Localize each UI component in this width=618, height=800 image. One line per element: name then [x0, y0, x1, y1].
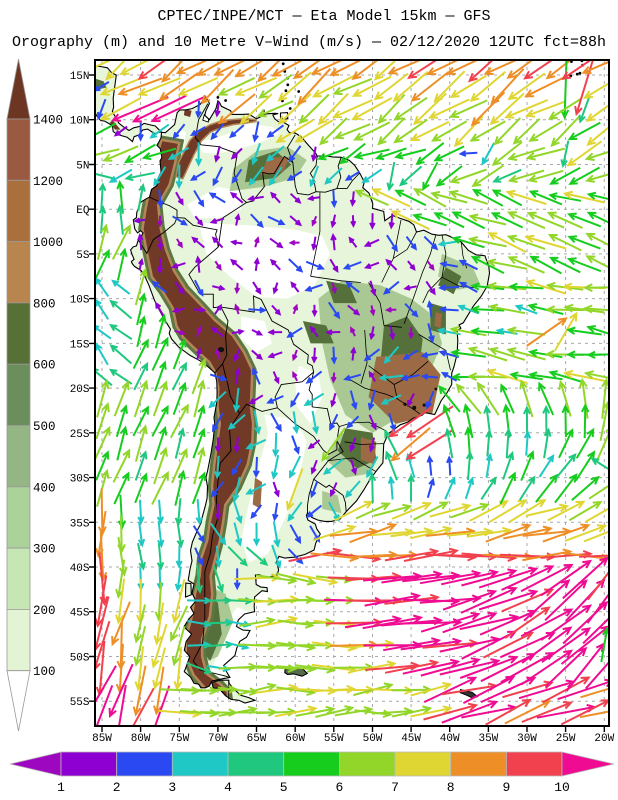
svg-text:70W: 70W — [208, 733, 228, 745]
svg-text:2: 2 — [113, 780, 121, 795]
svg-text:50W: 50W — [363, 733, 383, 745]
svg-text:400: 400 — [33, 481, 56, 495]
svg-text:45S: 45S — [70, 608, 90, 620]
svg-text:30S: 30S — [70, 474, 90, 486]
svg-text:CPTEC/INPE/MCT — Eta Model 15: CPTEC/INPE/MCT — Eta Model 15km — GFS — [157, 8, 490, 25]
svg-text:10: 10 — [554, 780, 570, 795]
svg-text:4: 4 — [224, 780, 232, 795]
svg-text:30W: 30W — [517, 733, 537, 745]
svg-text:9: 9 — [502, 780, 510, 795]
svg-text:15S: 15S — [70, 339, 90, 351]
svg-text:60W: 60W — [285, 733, 305, 745]
svg-text:80W: 80W — [131, 733, 151, 745]
svg-text:45W: 45W — [401, 733, 421, 745]
svg-text:100: 100 — [33, 665, 56, 679]
svg-text:5N: 5N — [76, 161, 89, 173]
svg-text:Orography (m) and 10 Metre V–W: Orography (m) and 10 Metre V–Wind (m/s) … — [12, 34, 606, 51]
svg-text:20S: 20S — [70, 384, 90, 396]
svg-text:5: 5 — [280, 780, 288, 795]
svg-text:300: 300 — [33, 543, 56, 557]
svg-text:25W: 25W — [556, 733, 576, 745]
svg-text:3: 3 — [168, 780, 176, 795]
svg-text:500: 500 — [33, 420, 56, 434]
svg-text:10S: 10S — [70, 295, 90, 307]
svg-text:600: 600 — [33, 359, 56, 373]
svg-text:85W: 85W — [92, 733, 112, 745]
svg-text:5S: 5S — [76, 250, 90, 262]
svg-text:75W: 75W — [169, 733, 189, 745]
svg-text:20W: 20W — [594, 733, 614, 745]
svg-text:1000: 1000 — [33, 236, 63, 250]
svg-text:40S: 40S — [70, 563, 90, 575]
svg-text:55S: 55S — [70, 697, 90, 709]
svg-text:35S: 35S — [70, 518, 90, 530]
svg-text:40W: 40W — [440, 733, 460, 745]
svg-text:8: 8 — [447, 780, 455, 795]
svg-text:25S: 25S — [70, 429, 90, 441]
svg-text:10N: 10N — [70, 116, 90, 128]
svg-text:1200: 1200 — [33, 175, 63, 189]
svg-text:65W: 65W — [247, 733, 267, 745]
svg-text:200: 200 — [33, 604, 56, 618]
svg-text:EQ: EQ — [76, 205, 90, 217]
svg-text:6: 6 — [335, 780, 343, 795]
svg-text:1: 1 — [57, 780, 65, 795]
svg-text:800: 800 — [33, 297, 56, 311]
svg-text:35W: 35W — [478, 733, 498, 745]
svg-text:50S: 50S — [70, 653, 90, 665]
svg-text:55W: 55W — [324, 733, 344, 745]
svg-text:7: 7 — [391, 780, 399, 795]
svg-text:1400: 1400 — [33, 114, 63, 128]
svg-text:15N: 15N — [70, 71, 90, 83]
